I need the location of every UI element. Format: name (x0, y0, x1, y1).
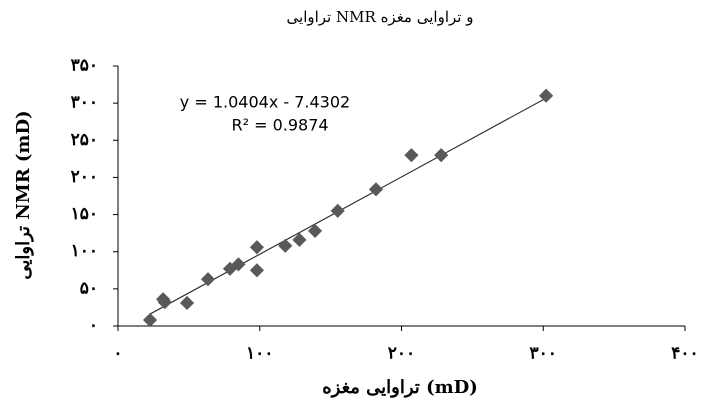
point (434, 148, 449, 163)
y-tick-label: ۲۵۰ (71, 130, 98, 150)
point (179, 295, 195, 311)
point (200, 272, 216, 287)
point (330, 203, 345, 218)
x-axis-title: تراوایی مغزه (mD) (322, 377, 478, 398)
x-tick-label: ۱۰۰ (246, 344, 273, 364)
x-tick-label: ۰ (113, 344, 122, 364)
y-axis-title: تراوایی NMR (mD) (13, 110, 34, 279)
trendline (149, 97, 547, 315)
point (231, 257, 246, 272)
point (404, 148, 419, 163)
y-tick-label: ۱۵۰ (71, 204, 98, 224)
y-tick-label: ۰ (89, 316, 98, 336)
x-tick-label: ۳۰۰ (530, 344, 557, 364)
x-tick-label: ۴۰۰ (671, 344, 698, 364)
trendline-r2: R² = 0.9874 (231, 116, 328, 135)
y-tick-label: ۲۰۰ (71, 167, 98, 187)
point (142, 312, 158, 328)
chart-title: تراوایی NMR و تراوایی مغزه (287, 8, 474, 26)
point (292, 232, 307, 247)
y-tick-label: ۵۰ (80, 278, 98, 298)
y-tick-label: ۳۵۰ (71, 56, 98, 76)
point (539, 88, 554, 103)
x-tick-label: ۲۰۰ (388, 344, 415, 364)
trendline-equation: y = 1.0404x - 7.4302 (180, 93, 350, 112)
point (368, 182, 384, 197)
y-tick-label: ۳۰۰ (71, 93, 98, 113)
point (249, 240, 264, 255)
point (249, 263, 264, 278)
point (157, 295, 172, 310)
point (307, 223, 323, 238)
point (278, 238, 293, 253)
y-tick-label: ۱۰۰ (71, 241, 98, 261)
